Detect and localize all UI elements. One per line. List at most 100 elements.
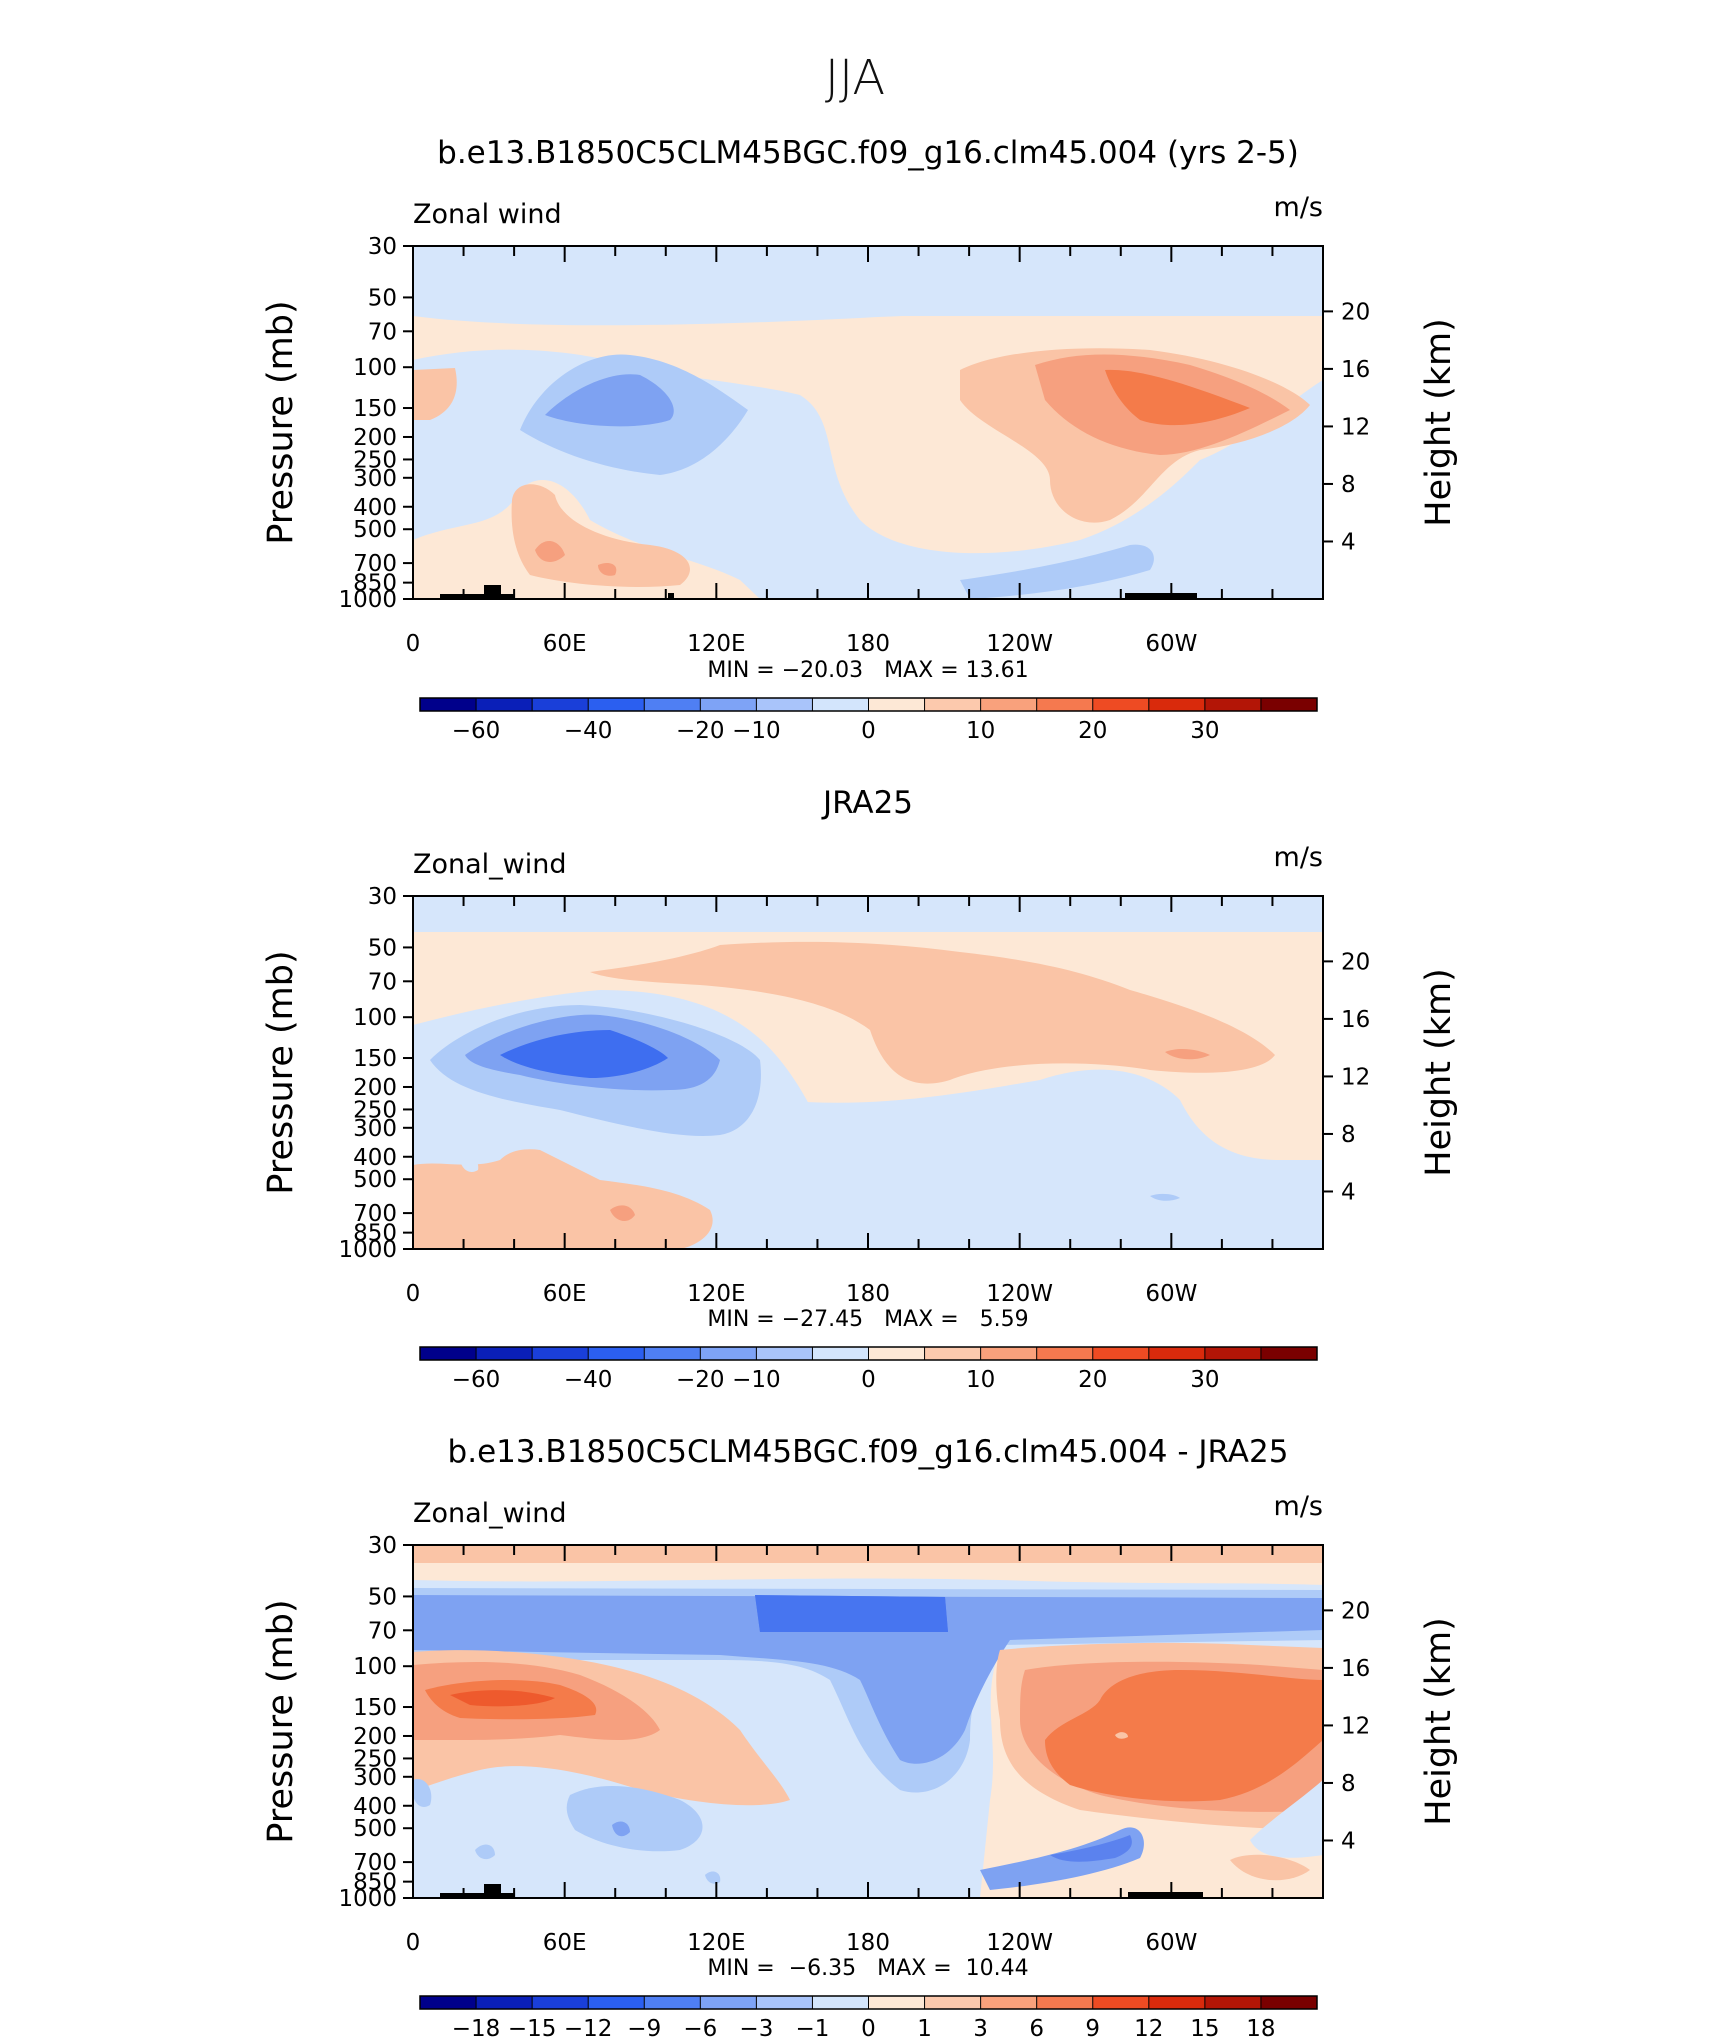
colorbar-swatch bbox=[1148, 1996, 1206, 2009]
y-axis-label: Pressure (mb) bbox=[261, 950, 301, 1194]
topo-africa bbox=[440, 594, 515, 599]
colorbar-label: −60 bbox=[452, 1367, 501, 1393]
colorbar-label: −3 bbox=[739, 2016, 773, 2038]
y2-tick-label: 4 bbox=[1341, 1179, 1356, 1205]
contour-red-patch-1 bbox=[560, 1749, 585, 1765]
contour-red-east-speck bbox=[1115, 1732, 1128, 1739]
contour-red-lower-core bbox=[610, 1205, 635, 1222]
colorbar-swatch bbox=[980, 1996, 1038, 2009]
y-tick-label: 700 bbox=[353, 1201, 397, 1227]
colorbar-swatch bbox=[588, 1996, 645, 2009]
x-tick-label: 0 bbox=[406, 631, 421, 657]
x-tick-label: 120E bbox=[687, 1930, 745, 1956]
colorbar-swatch bbox=[700, 1996, 757, 2009]
contour-blue-jet-3 bbox=[500, 1030, 668, 1078]
colorbar-label: −40 bbox=[564, 718, 613, 744]
y2-tick-label: 8 bbox=[1341, 1122, 1356, 1148]
contour-blue-lower-speck bbox=[612, 1821, 630, 1837]
colorbar-swatch bbox=[1148, 698, 1206, 711]
contour-red-east-3 bbox=[1045, 1670, 1323, 1802]
colorbar: −60 −40 −20 −10 0 10 20 30 bbox=[419, 697, 1318, 744]
y-tick-label: 850 bbox=[353, 1221, 397, 1247]
colorbar-label: −6 bbox=[683, 2016, 717, 2038]
colorbar-swatch bbox=[1204, 698, 1262, 711]
colorbar: −60 −40 −20 −10 0 10 20 30 bbox=[419, 1346, 1318, 1393]
y2-axis-label: Height (km) bbox=[1419, 1617, 1459, 1826]
y-tick-label: 400 bbox=[353, 495, 397, 521]
contour-field bbox=[413, 246, 1323, 599]
contour-red-lower-core-2 bbox=[598, 563, 617, 576]
y-tick-label: 150 bbox=[353, 1695, 397, 1721]
colorbar-swatch bbox=[420, 1347, 477, 1360]
page-title: JJA bbox=[825, 50, 885, 106]
y-tick-label: 150 bbox=[353, 396, 397, 422]
x-tick-label: 120E bbox=[687, 1281, 745, 1307]
y-tick-label: 850 bbox=[353, 1870, 397, 1896]
colorbar-swatch bbox=[1204, 1347, 1262, 1360]
x-tick-label: 120W bbox=[986, 631, 1053, 657]
colorbar: −18 −15 −12 −9 −6 −3 −1 0 1 3 6 9 12 15 18 bbox=[419, 1995, 1318, 2038]
colorbar-swatch bbox=[868, 1996, 926, 2009]
x-tick-label: 60W bbox=[1145, 1281, 1197, 1307]
topo-africa bbox=[440, 1893, 515, 1898]
colorbar-swatch bbox=[1092, 1347, 1150, 1360]
contour-blue-band-mid bbox=[780, 1069, 1323, 1249]
colorbar-label: 20 bbox=[1078, 718, 1107, 744]
colorbar-swatch bbox=[756, 698, 813, 711]
y-tick-label: 250 bbox=[353, 1746, 397, 1772]
y2-tick-label: 12 bbox=[1341, 1713, 1370, 1739]
x-tick-label: 0 bbox=[406, 1930, 421, 1956]
y-tick-label: 70 bbox=[368, 1618, 397, 1644]
y-tick-label: 700 bbox=[353, 1850, 397, 1876]
x-tick-label: 120E bbox=[687, 631, 745, 657]
x-tick-label: 0 bbox=[406, 1281, 421, 1307]
units-label: m/s bbox=[1274, 192, 1323, 223]
contour-blue-lower-speck bbox=[460, 1155, 479, 1172]
y-tick-label: 500 bbox=[353, 1816, 397, 1842]
contour-blue-core-alt bbox=[755, 1595, 948, 1632]
y2-tick-label: 16 bbox=[1341, 1007, 1370, 1033]
min-max-text: MIN = −27.45 MAX = 5.59 bbox=[707, 1307, 1028, 1332]
colorbar-swatch bbox=[1260, 1347, 1318, 1360]
colorbar-swatch bbox=[1092, 1996, 1150, 2009]
y-tick-label: 100 bbox=[353, 1654, 397, 1680]
y-tick-label: 70 bbox=[368, 319, 397, 345]
panel-title: JRA25 bbox=[821, 785, 913, 821]
y2-tick-label: 12 bbox=[1341, 1064, 1370, 1090]
colorbar-label: 6 bbox=[1029, 2016, 1044, 2038]
colorbar-swatch bbox=[756, 1996, 813, 2009]
y-tick-label: 850 bbox=[353, 571, 397, 597]
colorbar-swatch bbox=[476, 698, 533, 711]
contour-field bbox=[413, 896, 1323, 1249]
panel-model: b.e13.B1850C5CLM45BGC.f09_g16.clm45.004 … bbox=[261, 135, 1459, 744]
y2-axis-label: Height (km) bbox=[1419, 318, 1459, 527]
y-tick-label: 100 bbox=[353, 355, 397, 381]
units-label: m/s bbox=[1274, 842, 1323, 873]
contour-blue-lower-east-2 bbox=[1050, 1835, 1132, 1862]
colorbar-swatch bbox=[588, 1347, 645, 1360]
y-tick-label: 500 bbox=[353, 517, 397, 543]
colorbar-swatch bbox=[644, 1347, 701, 1360]
y-tick-label: 100 bbox=[353, 1005, 397, 1031]
colorbar-label: −15 bbox=[508, 2016, 557, 2038]
contour-blue-lower-east bbox=[1150, 1193, 1180, 1201]
panel-title: b.e13.B1850C5CLM45BGC.f09_g16.clm45.004 … bbox=[448, 1434, 1289, 1470]
y2-tick-label: 8 bbox=[1341, 472, 1356, 498]
colorbar-swatch bbox=[532, 698, 589, 711]
colorbar-label: 18 bbox=[1246, 2016, 1275, 2038]
colorbar-label: −10 bbox=[732, 1367, 781, 1393]
panel-diff: b.e13.B1850C5CLM45BGC.f09_g16.clm45.004 … bbox=[261, 1434, 1459, 2038]
contour-red-speck bbox=[1165, 1048, 1210, 1060]
colorbar-label: 3 bbox=[973, 2016, 988, 2038]
colorbar-label: −18 bbox=[452, 2016, 501, 2038]
colorbar-label: −20 bbox=[676, 718, 725, 744]
y-tick-label: 70 bbox=[368, 969, 397, 995]
y2-tick-label: 8 bbox=[1341, 1771, 1356, 1797]
y-tick-label: 30 bbox=[368, 884, 397, 910]
y-tick-label: 50 bbox=[368, 1584, 397, 1610]
colorbar-label: 10 bbox=[966, 718, 995, 744]
contour-blue-lower-east bbox=[960, 544, 1154, 599]
colorbar-label: 0 bbox=[861, 718, 876, 744]
